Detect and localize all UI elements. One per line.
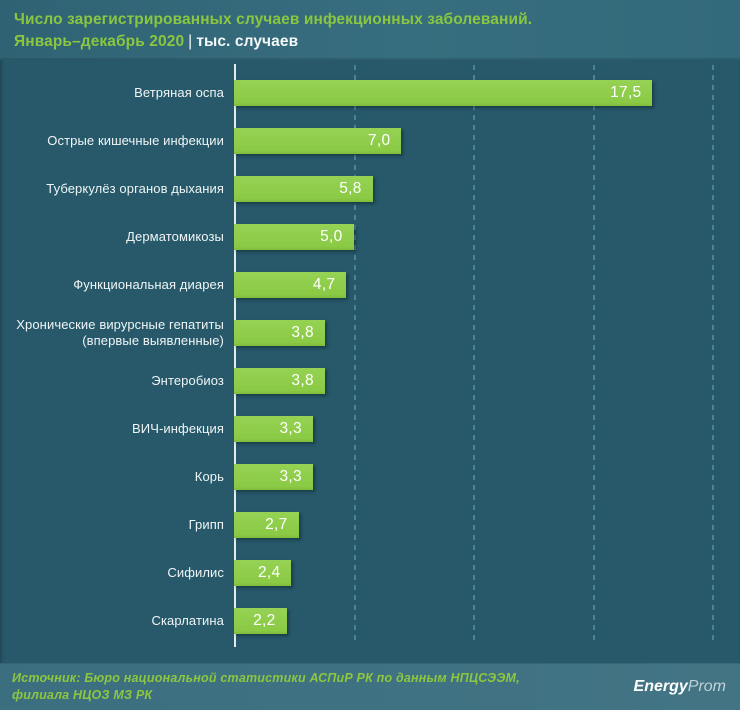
bar-track: 2,2 [234,608,735,634]
bar: 7,0 [234,128,402,154]
chart-header: Число зарегистрированных случаев инфекци… [0,0,740,60]
chart-row: Дерматомикозы 5,0 [0,213,740,261]
bar: 3,3 [234,416,313,442]
chart-title-separator: | [188,33,193,50]
bar: 2,4 [234,560,292,586]
bar-track: 3,8 [234,368,735,394]
chart-row: Функциональная диарея 4,7 [0,261,740,309]
bar-value-label: 17,5 [610,84,642,101]
gridline [712,65,715,645]
category-label: Острые кишечные инфекции [47,133,224,148]
chart-row: Туберкулёз органов дыхания 5,8 [0,165,740,213]
category-label: ВИЧ-инфекция [131,421,224,436]
source-note: Источник: Бюро национальной статистики А… [12,670,520,704]
bar: 5,0 [234,224,354,250]
y-axis-line [234,64,236,647]
bar-value-label: 3,8 [291,324,314,341]
bar: 5,8 [234,176,373,202]
bar-value-label: 5,0 [320,228,343,245]
bar-value-label: 4,7 [312,276,336,293]
category-label: Дерматомикозы [126,229,224,244]
chart-title-line1: Число зарегистрированных случаев инфекци… [14,11,533,28]
bar-track: 17,5 [234,80,735,106]
gridlines [234,65,735,645]
bar-track: 4,7 [234,272,735,298]
bar-value-label: 2,2 [253,612,276,629]
bar: 3,8 [234,320,325,346]
logo-text-bold: Energy [633,678,688,695]
bar: 2,7 [234,512,299,538]
category-label: Энтеробиоз [151,373,224,388]
bar-value-label: 3,8 [291,372,314,389]
chart-row: Сифилис 2,4 [0,549,740,597]
gridline [592,65,595,645]
bar-track: 3,3 [234,464,735,490]
chart-title-line2: Январь–декабрь 2020 | тыс. случаев [14,31,726,53]
category-label: Хронические вирурсные гепатиты (впервые … [16,317,224,348]
energyprom-wordmark: EnergyProm [634,678,726,696]
bar-track: 5,0 [234,224,735,250]
bar-value-label: 3,3 [279,468,302,485]
category-label: Сифилис [167,565,224,580]
chart-row: ВИЧ-инфекция 3,3 [0,405,740,453]
chart-row: Хронические вирурсные гепатиты (впервые … [0,309,740,357]
bar-track: 3,8 [234,320,735,346]
gridline [353,65,356,645]
chart-title-period: Январь–декабрь 2020 [14,33,185,50]
category-label: Функциональная диарея [73,277,224,292]
bar-track: 2,4 [234,560,735,586]
footer: Источник: Бюро национальной статистики А… [0,663,740,710]
bar: 3,3 [234,464,313,490]
chart-row: Скарлатина 2,2 [0,597,740,645]
category-label: Туберкулёз органов дыхания [46,181,224,196]
bar-value-label: 5,8 [339,180,362,197]
chart-row: Острые кишечные инфекции 7,0 [0,117,740,165]
category-label: Скарлатина [151,613,224,628]
chart-row: Ветряная оспа 17,5 [0,69,740,117]
bar-track: 2,7 [234,512,735,538]
bar-value-label: 2,4 [257,564,281,581]
energyprom-logo: EnergyProm [627,678,726,696]
chart-row: Энтеробиоз 3,8 [0,357,740,405]
bar: 3,8 [234,368,325,394]
bar: 4,7 [234,272,347,298]
category-label: Корь [194,469,224,484]
bar-value-label: 7,0 [367,132,391,149]
chart-title-unit: тыс. случаев [196,33,299,50]
gridline [473,65,476,645]
source-line1: Источник: Бюро национальной статистики А… [12,671,520,685]
bar-track: 5,8 [234,176,735,202]
bar-chart: Ветряная оспа 17,5 Острые кишечные инфек… [0,60,740,655]
bar: 17,5 [234,80,653,106]
logo-text-light: Prom [687,678,726,695]
bar-value-label: 3,3 [279,420,302,437]
bar-track: 7,0 [234,128,735,154]
chart-rows: Ветряная оспа 17,5 Острые кишечные инфек… [0,69,740,645]
bar: 2,2 [234,608,287,634]
bar-value-label: 2,7 [265,516,288,533]
chart-row: Корь 3,3 [0,453,740,501]
category-label: Ветряная оспа [134,85,224,100]
chart-row: Грипп 2,7 [0,501,740,549]
source-line2: филиала НЦОЗ МЗ РК [12,688,153,702]
bar-track: 3,3 [234,416,735,442]
category-label: Грипп [188,517,224,532]
